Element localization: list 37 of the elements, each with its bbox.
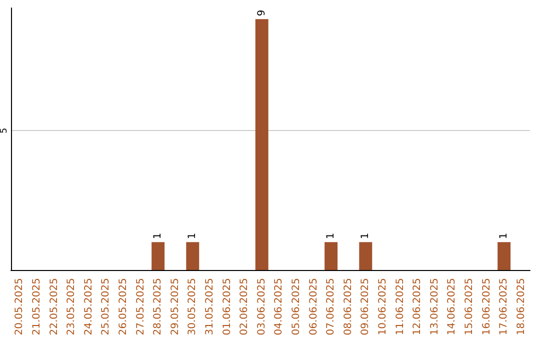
x-tick-label: 20.05.2025 bbox=[14, 278, 26, 336]
x-tick-label: 02.06.2025 bbox=[239, 278, 250, 336]
data-label: 1 bbox=[498, 232, 510, 240]
x-tick-label: 14.06.2025 bbox=[446, 278, 458, 336]
x-tick-label: 12.06.2025 bbox=[412, 278, 424, 336]
x-tick-label: 09.06.2025 bbox=[360, 278, 372, 336]
x-tick-label: 28.05.2025 bbox=[152, 278, 164, 336]
y-tick-label: 5 bbox=[0, 128, 10, 134]
x-tick-label: 27.05.2025 bbox=[135, 278, 146, 336]
x-tick-label: 04.06.2025 bbox=[274, 278, 285, 336]
x-tick-label: 11.06.2025 bbox=[394, 278, 406, 336]
x-tick-label: 05.06.2025 bbox=[290, 278, 302, 336]
data-label: 1 bbox=[326, 232, 337, 240]
x-tick-label: 25.05.2025 bbox=[100, 278, 112, 336]
x-tick-label: 23.05.2025 bbox=[66, 278, 78, 336]
x-tick-label: 01.06.2025 bbox=[222, 278, 233, 336]
x-tick-label: 30.05.2025 bbox=[187, 278, 198, 336]
x-tick-label: 08.06.2025 bbox=[342, 278, 354, 336]
x-tick-label: 26.05.2025 bbox=[118, 278, 129, 336]
x-tick-label: 18.06.2025 bbox=[516, 278, 527, 336]
data-label: 9 bbox=[256, 10, 268, 16]
x-tick-label: 16.06.2025 bbox=[481, 278, 492, 336]
data-label: 1 bbox=[187, 232, 198, 240]
x-tick-label: 21.05.2025 bbox=[31, 278, 42, 336]
x-tick-label: 31.05.2025 bbox=[204, 278, 216, 336]
x-tick-label: 22.05.2025 bbox=[48, 278, 60, 336]
x-tick-label: 17.06.2025 bbox=[498, 278, 510, 336]
x-tick-label: 03.06.2025 bbox=[256, 278, 268, 336]
data-label: 1 bbox=[360, 232, 372, 240]
data-label: 1 bbox=[152, 232, 164, 240]
x-tick-label: 24.05.2025 bbox=[83, 278, 94, 336]
x-tick-label: 06.06.2025 bbox=[308, 278, 320, 336]
x-tick-label: 29.05.2025 bbox=[170, 278, 181, 336]
x-tick-label: 10.06.2025 bbox=[377, 278, 388, 336]
x-tick-label: 15.06.2025 bbox=[464, 278, 475, 336]
x-tick-label: 07.06.2025 bbox=[326, 278, 337, 336]
x-tick-label: 13.06.2025 bbox=[429, 278, 440, 336]
